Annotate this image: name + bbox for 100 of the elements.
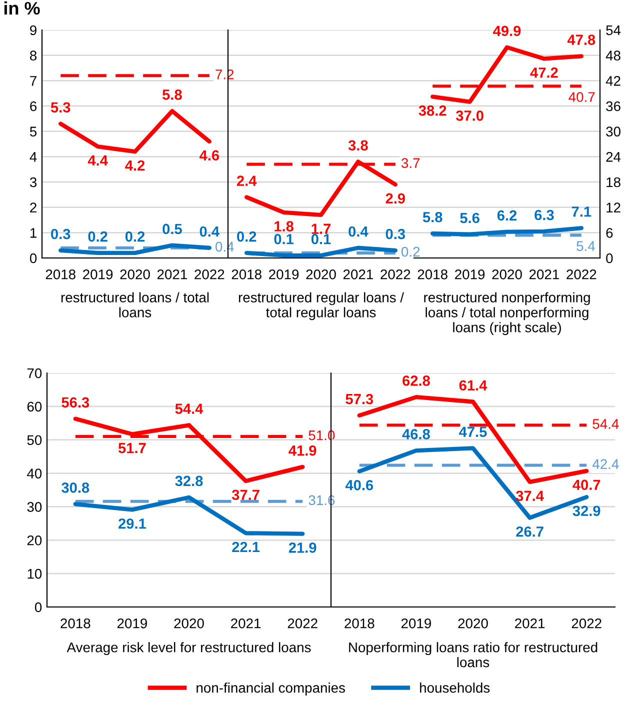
- x-tick-label: 2018: [46, 269, 76, 280]
- data-label: 56.3: [62, 397, 90, 408]
- data-label: 51.7: [118, 443, 146, 454]
- x-tick-label: 2019: [269, 269, 299, 280]
- data-label: 5.6: [460, 212, 480, 224]
- data-label: 37.4: [516, 490, 544, 502]
- y-tick-label: 5: [30, 126, 37, 137]
- x-axis-title: restructured nonperforming loans / total nonperforming loans (right scale): [424, 292, 590, 336]
- x-tick-label: 2019: [401, 618, 431, 628]
- data-label: 5.8: [422, 212, 442, 222]
- x-tick-label: 2022: [288, 618, 318, 628]
- x-axis-title: restructured regular loans / total regular loans: [238, 292, 404, 320]
- ref-line-label: 5.4: [576, 241, 595, 251]
- y-tick-label: 40: [27, 468, 42, 478]
- data-label: 5.3: [50, 102, 70, 113]
- data-label: 4.4: [88, 155, 108, 166]
- data-label: 4.2: [125, 160, 145, 170]
- x-tick-label: 2019: [117, 618, 147, 628]
- data-label: 1.8: [274, 221, 294, 232]
- x-tick-label: 2021: [231, 618, 261, 628]
- data-label: 41.9: [288, 445, 316, 456]
- data-label: 49.9: [493, 26, 521, 36]
- data-label: 26.7: [516, 526, 544, 537]
- y2-tick-label: 30: [606, 126, 620, 137]
- y-tick-label: 2: [30, 202, 36, 212]
- data-label: 7.1: [572, 206, 592, 217]
- x-tick-label: 2022: [572, 618, 602, 628]
- x-tick-label: 2020: [492, 269, 522, 280]
- data-label: 2.4: [236, 176, 257, 186]
- y2-tick-label: 48: [606, 50, 620, 61]
- x-tick-label: 2022: [194, 269, 224, 280]
- data-label: 62.8: [402, 376, 430, 386]
- data-label: 47.2: [530, 67, 558, 78]
- data-label: 32.8: [175, 476, 203, 486]
- data-label: 4.6: [199, 150, 220, 161]
- x-tick-label: 2022: [380, 269, 410, 280]
- y2-tick-label: 18: [606, 177, 620, 188]
- x-tick-label: 2022: [566, 269, 596, 280]
- data-label: 2.9: [386, 193, 405, 204]
- data-label: 30.8: [62, 482, 90, 493]
- x-tick-label: 2021: [515, 618, 545, 628]
- data-label: 21.9: [288, 542, 316, 553]
- x-axis-title: Noperforming loans ratio for restructured loans: [349, 642, 598, 668]
- data-label: 61.4: [459, 380, 488, 391]
- x-tick-label: 2019: [83, 269, 113, 280]
- y-tick-label: 0: [30, 253, 37, 264]
- data-label: 0.4: [348, 226, 368, 237]
- data-label: 32.9: [572, 506, 600, 516]
- x-tick-label: 2018: [418, 269, 448, 280]
- x-axis-title: restructured loans / total loans: [61, 292, 209, 318]
- data-label: 0.2: [88, 231, 108, 242]
- y-tick-label: 4: [30, 152, 37, 162]
- line-series: [430, 226, 584, 236]
- y-tick-label: 8: [30, 50, 37, 61]
- line-series: [58, 243, 212, 256]
- y-tick-label: 3: [30, 177, 37, 188]
- data-label: 54.4: [175, 404, 204, 414]
- data-label: 0.2: [237, 231, 256, 242]
- data-label: 46.8: [402, 429, 430, 440]
- data-label: 6.2: [497, 210, 517, 221]
- chart-title: in %: [4, 1, 40, 15]
- y-tick-label: 10: [28, 568, 42, 579]
- data-label: 40.7: [572, 480, 600, 490]
- x-tick-label: 2021: [529, 269, 559, 280]
- ref-line-label: 0.2: [402, 246, 420, 257]
- data-label: 38.2: [418, 105, 446, 116]
- y-tick-label: 20: [27, 535, 42, 546]
- data-label: 29.1: [118, 518, 146, 529]
- data-label: 47.8: [567, 34, 596, 45]
- x-tick-label: 2020: [120, 269, 150, 280]
- y-tick-label: 7: [30, 76, 36, 86]
- x-tick-label: 2018: [344, 618, 374, 628]
- y-tick-label: 9: [30, 25, 36, 36]
- y-tick-label: 30: [27, 502, 42, 512]
- data-label: 0.5: [162, 224, 182, 234]
- x-tick-label: 2019: [455, 269, 485, 280]
- y-tick-label: 60: [27, 402, 42, 412]
- data-label: 1.7: [312, 224, 330, 234]
- data-label: 0.2: [125, 231, 145, 242]
- x-tick-label: 2021: [157, 269, 187, 280]
- ref-line-label: 40.7: [568, 92, 595, 102]
- data-label: 57.3: [346, 394, 374, 404]
- data-label: 22.1: [232, 542, 260, 552]
- legend-label: households: [420, 682, 490, 693]
- x-tick-label: 2018: [60, 618, 90, 628]
- data-label: 37.7: [232, 490, 260, 500]
- data-label: 6.3: [534, 210, 554, 220]
- data-label: 37.0: [456, 110, 484, 121]
- ref-line-label: 0.4: [200, 226, 220, 237]
- ref-line-label: 42.4: [592, 459, 619, 469]
- x-tick-label: 2020: [458, 618, 488, 628]
- y2-tick-label: 0: [606, 253, 613, 264]
- y-tick-label: 70: [27, 368, 42, 378]
- x-tick-label: 2018: [232, 269, 262, 280]
- y2-tick-label: 54: [606, 25, 621, 36]
- data-label: 5.8: [162, 90, 182, 100]
- y2-tick-label: 6: [606, 228, 613, 238]
- y-tick-label: 6: [30, 101, 37, 112]
- y2-tick-label: 36: [606, 101, 620, 112]
- y-tick-label: 50: [27, 435, 42, 446]
